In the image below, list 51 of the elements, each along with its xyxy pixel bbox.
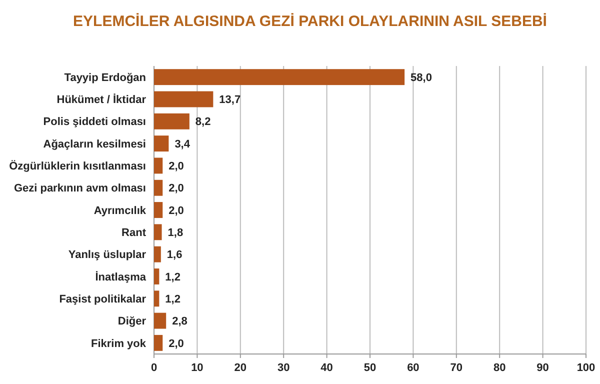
x-tick-label: 20 — [234, 362, 247, 374]
data-label: 8,2 — [195, 116, 211, 128]
y-tick-label: Ağaçların kesilmesi — [43, 138, 146, 150]
x-tick-label: 30 — [277, 362, 290, 374]
y-tick-label: Faşist politikalar — [59, 293, 147, 306]
data-label: 2,8 — [172, 316, 188, 328]
bar — [154, 113, 190, 130]
bar — [154, 202, 163, 218]
y-tick-label: Ayrımcılık — [94, 204, 147, 217]
x-tick-label: 10 — [191, 362, 204, 374]
bar — [154, 290, 160, 307]
y-tick-label: Hükümet / İktidar — [56, 93, 147, 106]
x-tick-label: 60 — [407, 362, 420, 374]
bar — [154, 246, 161, 262]
bar — [154, 180, 163, 196]
x-tick-label: 80 — [493, 362, 506, 374]
data-label: 2,0 — [168, 182, 184, 195]
data-label: 2,0 — [168, 160, 184, 173]
bar — [154, 69, 405, 86]
chart-title: EYLEMCİLER ALGISINDA GEZİ PARKI OLAYLARININ ASIL SEBEBİ — [73, 13, 547, 30]
data-label: 2,0 — [168, 204, 184, 217]
data-label: 1,2 — [165, 293, 180, 306]
y-tick-label: Polis şiddeti olması — [43, 116, 146, 128]
data-label: 1,2 — [165, 271, 180, 284]
y-tick-label: Gezi parkının avm olması — [14, 182, 146, 195]
data-label: 3,4 — [174, 138, 191, 150]
data-label: 13,7 — [219, 94, 241, 106]
bar — [154, 91, 214, 108]
y-tick-label: Özgürlüklerin kısıtlanması — [9, 160, 146, 173]
bar — [154, 224, 162, 240]
y-tick-label: Diğer — [118, 316, 147, 328]
bar — [154, 268, 160, 284]
data-label: 58,0 — [410, 72, 432, 84]
y-tick-label: Rant — [122, 227, 146, 240]
bar — [154, 136, 169, 152]
y-tick-label: Fikrim yok — [90, 338, 147, 350]
data-label: 2,0 — [168, 338, 184, 350]
x-tick-label: 90 — [536, 362, 549, 374]
bar — [154, 312, 166, 329]
data-label: 1,6 — [166, 249, 182, 262]
y-tick-label: İnatlaşma — [95, 270, 147, 284]
x-tick-label: 70 — [450, 362, 463, 374]
x-tick-label: 40 — [320, 362, 333, 374]
y-tick-label: Yanlış üsluplar — [68, 249, 147, 262]
bar — [154, 334, 163, 351]
x-tick-label: 0 — [150, 362, 158, 374]
x-tick-label: 50 — [364, 362, 376, 374]
bar — [154, 158, 163, 174]
y-tick-label: Tayyip Erdoğan — [64, 72, 146, 84]
x-tick-label: 100 — [576, 362, 596, 374]
data-label: 1,8 — [168, 227, 184, 240]
